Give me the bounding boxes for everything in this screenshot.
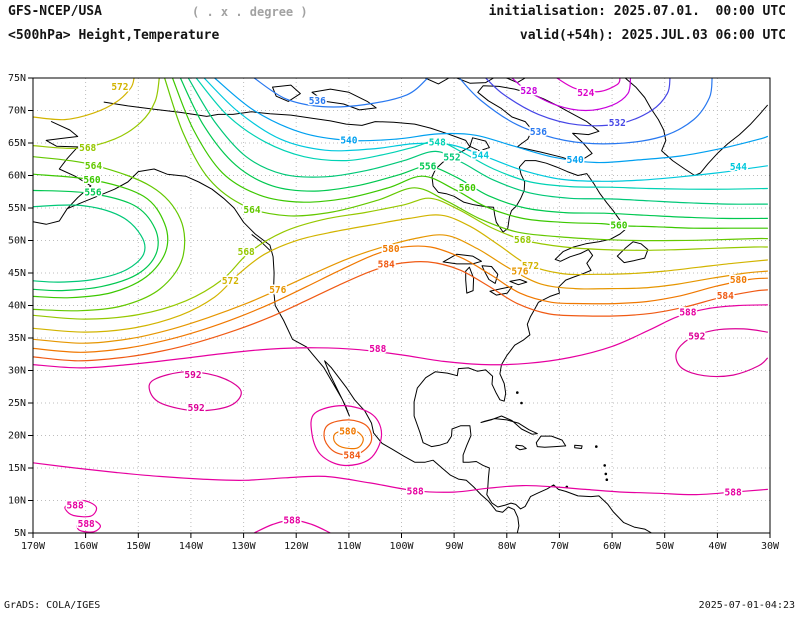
valid-time: valid(+54h): 2025.JUL.03 06:00 UTC [519, 28, 786, 43]
svg-text:536: 536 [309, 96, 326, 107]
svg-text:588: 588 [67, 501, 84, 512]
svg-text:560: 560 [610, 221, 627, 232]
height-contours [33, 78, 768, 533]
model-title: GFS-NCEP/USA [8, 4, 102, 19]
contour-labels: 5725685645605565245285325365365405405445… [65, 81, 749, 532]
svg-text:540: 540 [567, 155, 584, 166]
svg-text:40W: 40W [708, 541, 727, 552]
svg-text:584: 584 [343, 451, 360, 462]
svg-text:528: 528 [520, 86, 537, 97]
svg-text:576: 576 [511, 267, 528, 278]
svg-text:150W: 150W [126, 541, 151, 552]
svg-text:75N: 75N [8, 73, 26, 84]
timestamp: 2025-07-01-04:23 [698, 600, 795, 611]
svg-text:20N: 20N [8, 431, 26, 442]
svg-text:556: 556 [84, 187, 101, 198]
svg-text:572: 572 [522, 261, 539, 272]
svg-text:120W: 120W [284, 541, 309, 552]
svg-text:552: 552 [443, 152, 460, 163]
svg-text:544: 544 [472, 150, 489, 161]
svg-text:70N: 70N [8, 106, 26, 117]
level-title: <500hPa> Height,Temperature [8, 28, 220, 43]
svg-text:70W: 70W [550, 541, 569, 552]
svg-text:80W: 80W [498, 541, 517, 552]
svg-text:572: 572 [222, 276, 239, 287]
svg-text:35N: 35N [8, 333, 26, 344]
svg-text:592: 592 [188, 403, 205, 414]
island-dots [516, 391, 609, 489]
svg-text:580: 580 [339, 427, 356, 438]
axis-labels: 75N 70N 65N 60N 55N 50N 45N 40N 35N 30N 25N 20N 15N 1… [8, 73, 780, 552]
svg-text:60N: 60N [8, 171, 26, 182]
svg-text:524: 524 [577, 88, 594, 99]
svg-text:572: 572 [111, 82, 128, 93]
svg-text:65N: 65N [8, 138, 26, 149]
resolution-note: ( . x . degree ) [192, 5, 308, 19]
init-time: initialisation: 2025.07.01. 00:00 UTC [488, 4, 786, 19]
grads-credit: GrADS: COLA/IGES [4, 600, 101, 611]
svg-text:170W: 170W [21, 541, 46, 552]
svg-text:90W: 90W [445, 541, 464, 552]
svg-text:30W: 30W [761, 541, 780, 552]
svg-text:568: 568 [514, 235, 531, 246]
svg-text:40N: 40N [8, 301, 26, 312]
svg-text:584: 584 [378, 260, 395, 271]
svg-text:588: 588 [369, 344, 386, 355]
svg-text:536: 536 [530, 127, 547, 138]
grid-lines [33, 78, 770, 533]
svg-text:5N: 5N [14, 528, 26, 539]
svg-text:560: 560 [83, 175, 100, 186]
svg-text:580: 580 [730, 275, 747, 286]
svg-text:532: 532 [609, 118, 626, 129]
svg-text:15N: 15N [8, 463, 26, 474]
svg-text:100W: 100W [389, 541, 414, 552]
svg-text:548: 548 [429, 137, 446, 148]
svg-text:588: 588 [725, 488, 742, 499]
svg-text:160W: 160W [74, 541, 99, 552]
svg-text:540: 540 [340, 135, 357, 146]
svg-text:30N: 30N [8, 366, 26, 377]
svg-text:588: 588 [407, 486, 424, 497]
svg-text:140W: 140W [179, 541, 204, 552]
svg-text:55N: 55N [8, 203, 26, 214]
svg-text:25N: 25N [8, 398, 26, 409]
svg-text:560: 560 [459, 183, 476, 194]
svg-text:592: 592 [688, 332, 705, 343]
svg-text:588: 588 [283, 516, 300, 527]
svg-text:60W: 60W [603, 541, 622, 552]
svg-text:576: 576 [269, 285, 286, 296]
svg-text:592: 592 [184, 370, 201, 381]
svg-text:50N: 50N [8, 236, 26, 247]
svg-text:45N: 45N [8, 268, 26, 279]
svg-text:584: 584 [717, 291, 734, 302]
svg-text:564: 564 [85, 161, 102, 172]
svg-text:568: 568 [79, 143, 96, 154]
svg-text:50W: 50W [656, 541, 675, 552]
svg-text:544: 544 [730, 162, 747, 173]
svg-text:130W: 130W [232, 541, 257, 552]
svg-text:588: 588 [78, 519, 95, 530]
svg-text:580: 580 [382, 244, 399, 255]
svg-text:110W: 110W [337, 541, 362, 552]
svg-text:568: 568 [238, 247, 255, 258]
svg-text:10N: 10N [8, 496, 26, 507]
svg-text:588: 588 [679, 308, 696, 319]
svg-text:556: 556 [419, 161, 436, 172]
svg-text:564: 564 [243, 205, 260, 216]
